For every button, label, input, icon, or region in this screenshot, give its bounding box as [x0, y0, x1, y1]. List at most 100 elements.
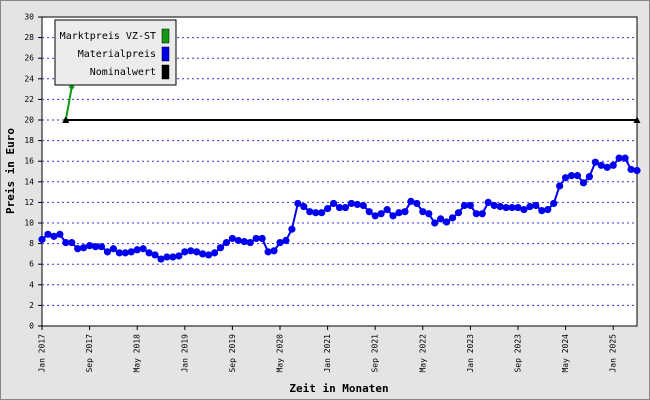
legend-box	[54, 19, 177, 86]
point	[62, 238, 70, 247]
point	[318, 209, 326, 217]
x-tick-label: Sep 2021	[371, 334, 380, 373]
point	[627, 165, 635, 174]
point	[288, 225, 296, 233]
point	[484, 198, 492, 206]
y-tick-label: 24	[24, 74, 34, 83]
x-axis-title: Zeit in Monaten	[289, 382, 388, 395]
x-tick-label: Sep 2023	[514, 334, 523, 373]
point	[633, 116, 641, 123]
x-tick-label: Jan 2019	[180, 334, 189, 373]
point	[234, 236, 242, 245]
legend-swatch	[161, 46, 170, 62]
y-tick-label: 12	[24, 198, 34, 207]
point	[615, 154, 623, 162]
point	[282, 236, 290, 245]
point	[353, 200, 361, 209]
point	[597, 161, 605, 169]
point	[538, 207, 546, 215]
y-tick-label: 28	[24, 33, 34, 42]
point	[532, 201, 540, 210]
x-tick-label: May 2018	[133, 334, 142, 373]
point	[502, 203, 510, 212]
point	[401, 208, 409, 216]
point	[62, 116, 70, 123]
point	[562, 174, 570, 182]
point	[210, 249, 219, 257]
point	[38, 235, 46, 244]
point	[80, 244, 88, 252]
y-axis-title: Preis in Euro	[4, 128, 17, 214]
point	[252, 234, 260, 243]
point	[359, 201, 367, 210]
point	[371, 212, 379, 220]
point	[579, 179, 588, 187]
point	[365, 208, 373, 216]
point	[472, 210, 480, 218]
point	[222, 238, 231, 247]
x-tick-label: May 2022	[418, 334, 427, 373]
y-tick-label: 10	[24, 219, 34, 228]
point	[175, 252, 183, 260]
x-tick-label: Sep 2017	[85, 334, 94, 373]
point	[341, 203, 350, 212]
point	[413, 199, 421, 208]
y-tick-label: 2	[29, 301, 34, 310]
point	[603, 163, 611, 171]
point	[115, 249, 123, 257]
point	[121, 249, 129, 257]
point	[490, 201, 498, 210]
point	[443, 218, 451, 226]
point	[621, 154, 629, 162]
point	[335, 203, 344, 212]
point	[609, 161, 617, 169]
point	[216, 244, 225, 252]
point	[567, 172, 576, 180]
legend-label: Marktpreis VZ-ST	[60, 31, 156, 42]
point	[205, 251, 213, 259]
point	[157, 255, 165, 263]
legend: Marktpreis VZ-ST Materialpreis Nominalwert	[54, 19, 177, 86]
point	[520, 206, 528, 214]
point	[86, 242, 94, 250]
point	[478, 210, 486, 218]
x-tick-label: Jan 2021	[323, 334, 332, 373]
point	[407, 197, 415, 205]
series	[38, 84, 641, 263]
legend-label: Nominalwert	[90, 67, 156, 78]
legend-swatch	[161, 64, 170, 80]
point	[169, 253, 177, 261]
point	[199, 250, 207, 258]
point	[573, 172, 582, 180]
point	[585, 173, 594, 181]
point	[151, 251, 159, 259]
point	[395, 209, 403, 217]
point	[454, 209, 463, 217]
series-line	[64, 86, 73, 121]
x-tick-label: May 2024	[561, 334, 570, 373]
point	[514, 203, 522, 212]
x-tick-label: Jan 2017	[38, 334, 47, 373]
y-tick-label: 0	[29, 322, 34, 331]
y-tick-label: 16	[24, 157, 34, 166]
point	[466, 201, 474, 210]
point	[437, 215, 445, 223]
point	[187, 247, 195, 255]
point	[181, 248, 189, 256]
y-tick-label: 26	[24, 54, 34, 63]
point	[50, 232, 58, 240]
point	[312, 209, 320, 217]
point	[139, 245, 147, 253]
point	[448, 214, 457, 222]
point	[347, 199, 355, 208]
point	[431, 219, 439, 227]
point	[270, 247, 278, 255]
y-tick-label: 8	[29, 239, 34, 248]
point	[145, 249, 153, 257]
point	[193, 248, 201, 256]
point	[240, 237, 248, 246]
point	[56, 230, 64, 238]
point	[91, 243, 100, 251]
x-tick-label: Jan 2025	[609, 334, 618, 373]
